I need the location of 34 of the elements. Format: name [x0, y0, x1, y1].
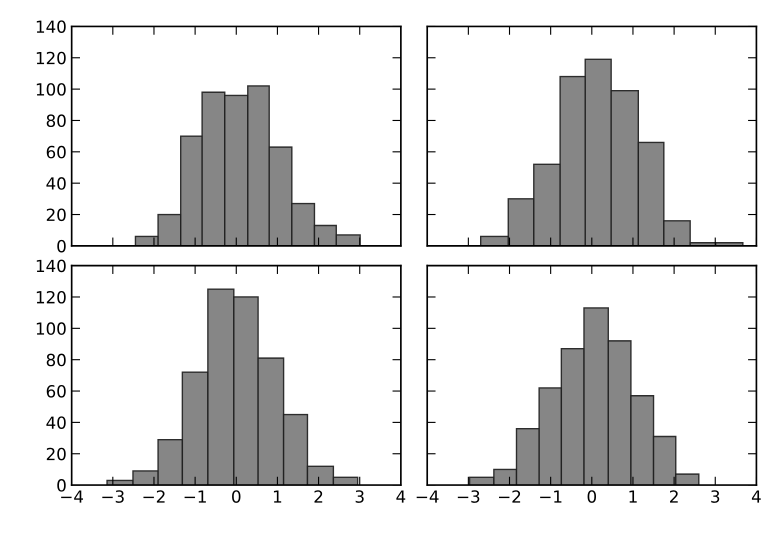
- y-tick-label: 40: [46, 416, 66, 429]
- x-tick-label: −4: [416, 490, 439, 503]
- x-tick-label: −3: [102, 490, 124, 503]
- x-tick-label: 3: [356, 490, 364, 503]
- x-tick-label: 2: [314, 490, 322, 503]
- y-tick-label: 140: [36, 260, 66, 272]
- y-tick-label: 20: [46, 208, 66, 222]
- x-tick-label: 2: [670, 490, 678, 503]
- x-tick-label: 4: [752, 490, 761, 503]
- x-tick-label: 0: [588, 490, 596, 503]
- x-tick-label: −1: [184, 490, 206, 503]
- x-tick-label: −4: [61, 490, 84, 503]
- y-tick-label: 140: [36, 20, 66, 33]
- y-tick-label: 20: [46, 448, 66, 460]
- y-tick-label: 40: [46, 177, 66, 190]
- y-tick-label: 80: [46, 114, 66, 128]
- y-tick-label: 60: [46, 385, 66, 398]
- x-tick-label: 1: [274, 490, 282, 503]
- y-tick-label: 0: [57, 240, 66, 252]
- y-tick-label: 100: [36, 83, 66, 96]
- x-tick-label: −3: [458, 490, 480, 503]
- y-tick-label: 100: [36, 322, 66, 335]
- y-tick-label: 80: [46, 354, 66, 366]
- y-tick-label: 0: [57, 479, 66, 492]
- x-tick-label: 3: [711, 490, 720, 503]
- y-tick-label: 120: [36, 52, 66, 64]
- y-tick-label: 120: [36, 290, 66, 304]
- x-tick-label: 4: [396, 490, 406, 503]
- x-tick-label: 0: [232, 490, 240, 503]
- y-tick-label: 60: [46, 146, 66, 158]
- x-tick-label: −2: [143, 490, 165, 503]
- x-tick-label: −1: [540, 490, 562, 503]
- x-tick-label: −2: [498, 490, 520, 503]
- x-tick-label: 1: [629, 490, 637, 503]
